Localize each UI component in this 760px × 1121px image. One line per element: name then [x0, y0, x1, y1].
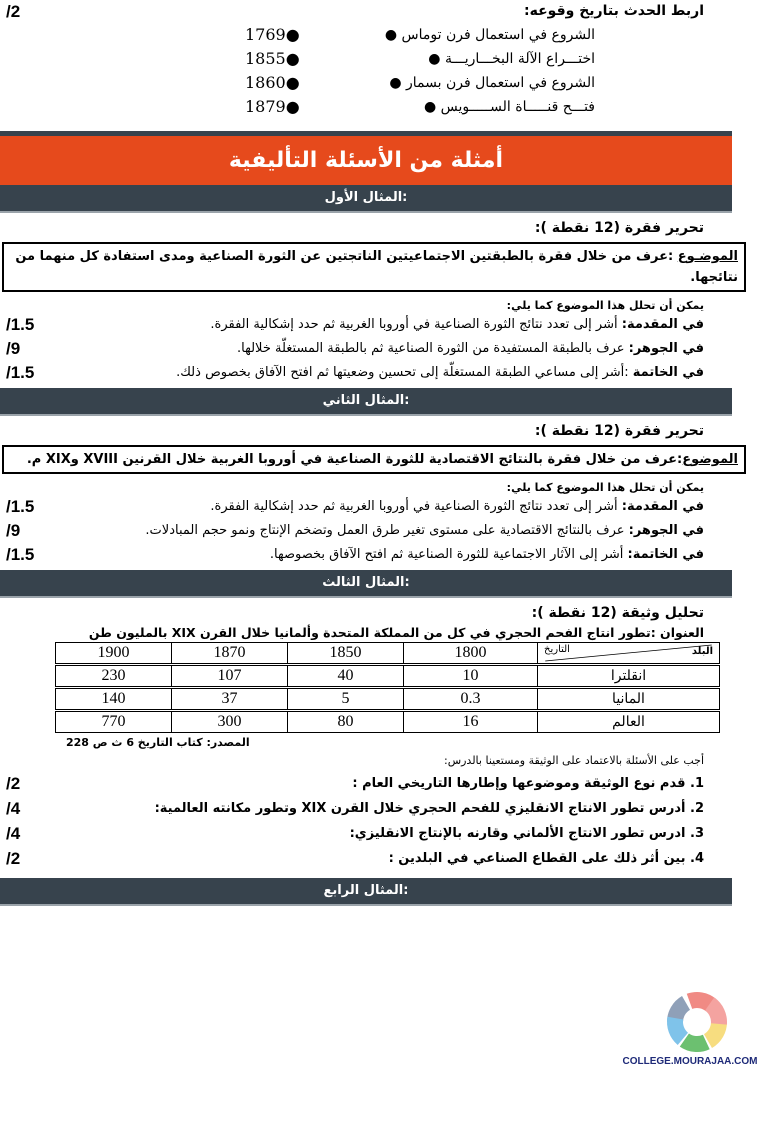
example-2-header: :المثال الثاني [0, 388, 732, 416]
ex2-score-3: /1.5 [6, 545, 35, 564]
ex3-task: تحليل وثيقة (12 نقطة ): [531, 605, 704, 621]
matching-heading: اربط الحدث بتاريخ وقوعه: /2 [0, 0, 732, 21]
matching-title: اربط الحدث بتاريخ وقوعه: [524, 3, 704, 19]
question-1-score: /2 [6, 774, 21, 793]
event-3: الشروع في استعمال فرن بسمار ● [389, 75, 595, 91]
event-1: الشروع في استعمال فرن توماس ● [384, 27, 595, 43]
ex3-source: المصدر: كتاب التاريخ 6 ث ص 228 [66, 736, 250, 749]
year-header: 1800 [403, 642, 538, 665]
ex1-item-3: في الخاتمة :أشر إلى مساعي الطبقة المستغل… [176, 365, 704, 380]
matching-events: 1769● الشروع في استعمال فرن توماس ● 1855… [245, 25, 760, 117]
ex1-score-3: /1.5 [6, 363, 35, 382]
year-header: 1850 [287, 642, 404, 665]
banner-title: أمثلة من الأسئلة التأليفية [0, 136, 732, 185]
ex2-score-2: /9 [6, 521, 21, 540]
question-4-row: 4. بين أثر ذلك على القطاع الصناعي في الب… [0, 849, 732, 868]
event-2: اختـــراع الآلة البخـــاريـــة ● [428, 51, 595, 67]
table-row: 140 37 5 0.3 المانيا [55, 686, 720, 711]
question-3-row: 3. ادرس تطور الانتاج الألماني وقارنه بال… [0, 824, 732, 843]
ex2-item-1: في المقدمة: أشر إلى تعدد نتائج الثورة ال… [210, 499, 704, 514]
ex2-item-3-row: في الخاتمة: أشر إلى الآثار الاجتماعية لل… [0, 545, 732, 564]
year-4: 1879● [245, 97, 300, 116]
ex1-item-2-row: في الجوهر: عرف بالطبقة المستفيدة من الثو… [0, 339, 732, 358]
site-logo: COLLEGE.MOURAJAA.COM [623, 976, 758, 1072]
table-row: 770 300 80 16 العالم [55, 709, 720, 733]
example-1-header: :المثال الأول [0, 185, 732, 213]
question-2-row: 2. أدرس تطور الانتاج الانقليزي للفحم الح… [0, 799, 732, 818]
ex1-intro: يمكن أن تحلل هذا الموضوع كما يلي: [506, 299, 704, 312]
ex3-instruction: أجب على الأسئلة بالاعتماد على الوثيقة وم… [443, 754, 704, 767]
question-4: 4. بين أثر ذلك على القطاع الصناعي في الب… [388, 851, 704, 866]
corner-header: التاريخ البلد [537, 642, 720, 665]
ex2-item-2-row: في الجوهر: عرف بالنتائج الاقتصادية على م… [0, 521, 732, 540]
question-1-row: 1. قدم نوع الوثيقة وموضوعها وإطارها التا… [0, 774, 732, 793]
ex2-item-2: في الجوهر: عرف بالنتائج الاقتصادية على م… [145, 523, 704, 538]
ex1-task: تحرير فقرة (12 نقطة ): [534, 220, 704, 236]
ex1-item-2: في الجوهر: عرف بالطبقة المستفيدة من الثو… [237, 341, 704, 356]
year-1: 1769● [245, 25, 300, 44]
logo-text: COLLEGE.MOURAJAA.COM [622, 1056, 758, 1067]
question-4-score: /2 [6, 849, 21, 868]
ex1-item-1-row: في المقدمة: أشر إلى تعدد نتائج الثورة ال… [0, 315, 732, 334]
year-3: 1860● [245, 73, 300, 92]
ex1-item-3-row: في الخاتمة :أشر إلى مساعي الطبقة المستغل… [0, 363, 732, 382]
ex3-doc-title: العنوان :تطور انتاج الفحم الحجري في كل م… [88, 625, 704, 640]
question-2: 2. أدرس تطور الانتاج الانقليزي للفحم الح… [154, 801, 704, 816]
ex1-item-1: في المقدمة: أشر إلى تعدد نتائج الثورة ال… [210, 317, 704, 332]
coal-production-table: 1900 1870 1850 1800 التاريخ البلد 230 107… [55, 642, 720, 733]
ex2-item-1-row: في المقدمة: أشر إلى تعدد نتائج الثورة ال… [0, 497, 732, 516]
question-3-score: /4 [6, 824, 21, 843]
question-2-score: /4 [6, 799, 21, 818]
year-header: 1900 [55, 642, 172, 665]
example-4-header: :المثال الرابع [0, 878, 732, 906]
event-4: فتـــح قنـــــاة الســـــويس ● [424, 99, 595, 115]
ex1-subject-box: الموضـوع :عرف من خلال فقرة بالطبقتين الا… [2, 242, 746, 292]
ex2-intro: يمكن أن تحلل هذا الموضوع كما يلي: [506, 481, 704, 494]
ex2-task: تحرير فقرة (12 نقطة ): [534, 423, 704, 439]
ex1-score-2: /9 [6, 339, 21, 358]
year-2: 1855● [245, 49, 300, 68]
matching-score: /2 [6, 2, 21, 21]
divider [0, 131, 732, 136]
ex2-item-3: في الخاتمة: أشر إلى الآثار الاجتماعية لل… [269, 547, 704, 562]
logo-ring-icon [667, 991, 727, 1052]
question-1: 1. قدم نوع الوثيقة وموضوعها وإطارها التا… [352, 776, 704, 791]
example-3-header: :المثال الثالث [0, 570, 732, 598]
ex1-score-1: /1.5 [6, 315, 35, 334]
ex2-subject-box: الموضوع:عرف من خلال فقرة بالنتائج الاقتص… [2, 445, 746, 474]
question-3: 3. ادرس تطور الانتاج الألماني وقارنه بال… [349, 826, 704, 841]
ex2-score-1: /1.5 [6, 497, 35, 516]
year-header: 1870 [171, 642, 288, 665]
table-row: 230 107 40 10 انقلترا [55, 663, 720, 688]
